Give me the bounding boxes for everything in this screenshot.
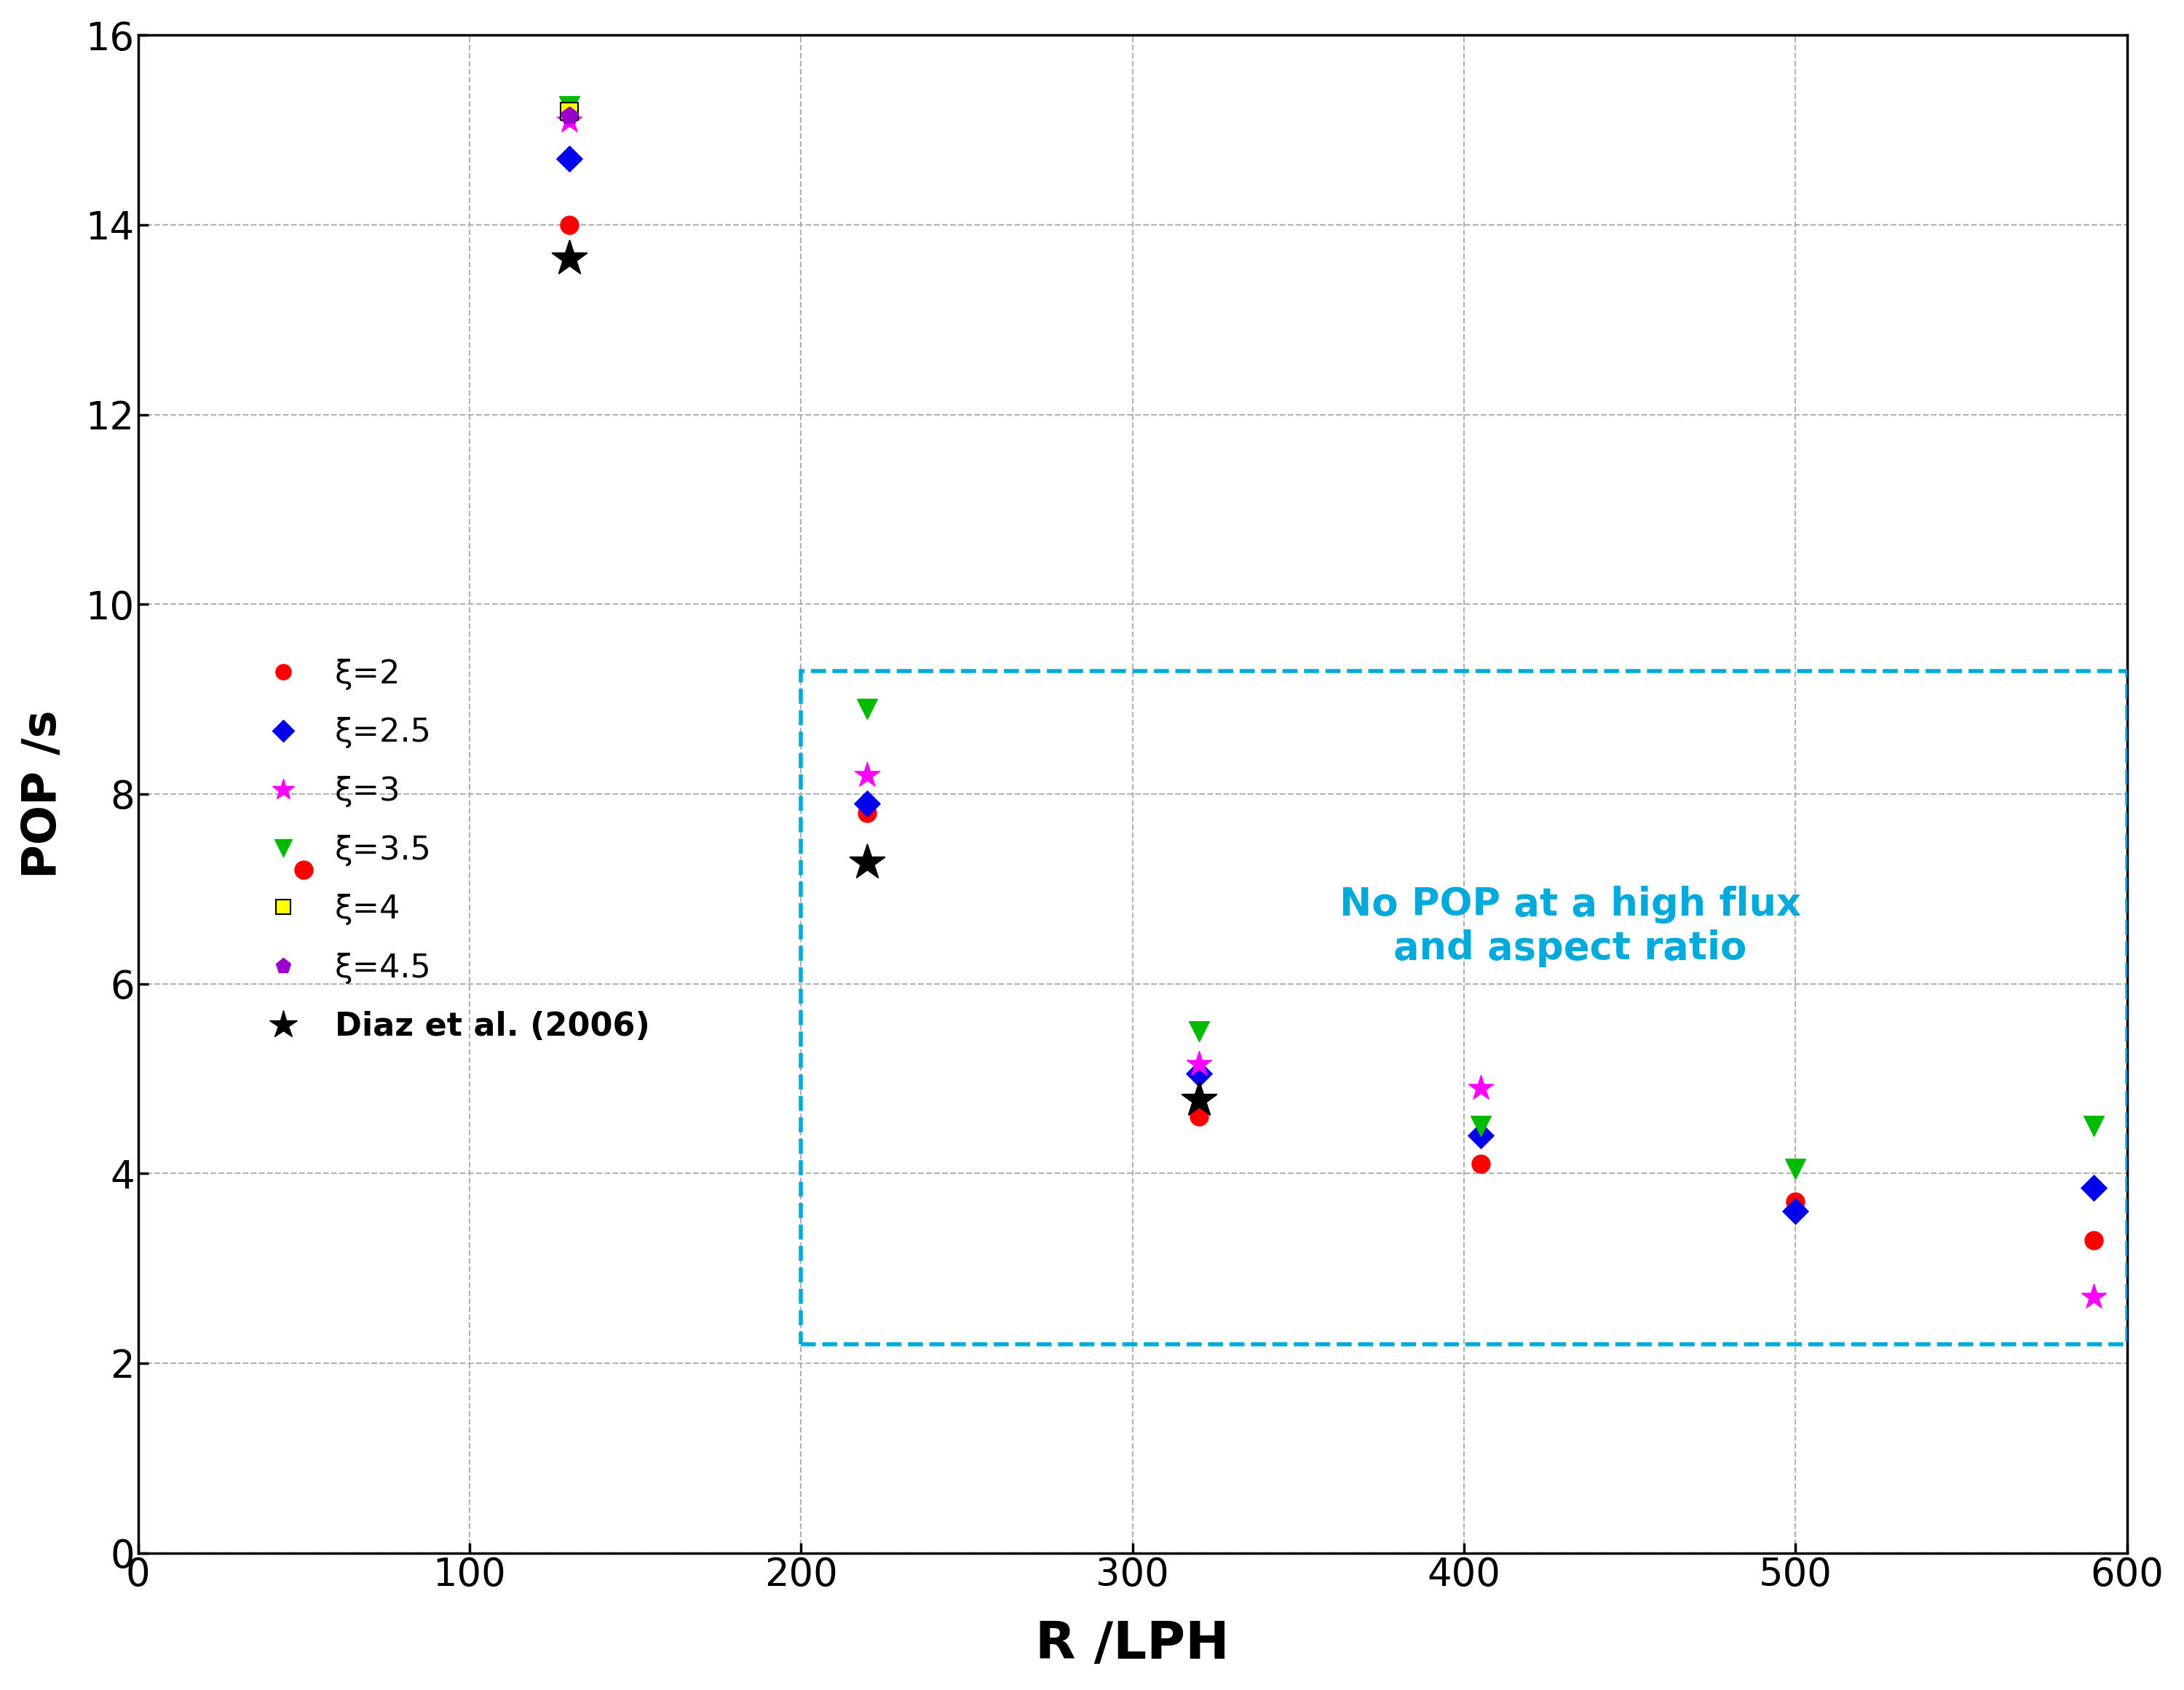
Point bbox=[850, 695, 885, 722]
Point bbox=[1463, 1075, 1498, 1102]
Point bbox=[850, 789, 885, 816]
Point bbox=[1463, 1151, 1498, 1178]
Point bbox=[553, 245, 587, 272]
Point bbox=[2077, 1175, 2112, 1202]
Point bbox=[1182, 1087, 1216, 1114]
Point bbox=[1778, 1188, 1813, 1215]
Y-axis label: POP /s: POP /s bbox=[20, 710, 66, 879]
Point bbox=[553, 211, 587, 238]
Point bbox=[1463, 1122, 1498, 1149]
Point bbox=[850, 848, 885, 875]
Point bbox=[1778, 1198, 1813, 1225]
Point bbox=[553, 106, 587, 134]
Point bbox=[553, 93, 587, 120]
Point bbox=[1182, 1051, 1216, 1078]
Point bbox=[553, 98, 587, 125]
Point bbox=[850, 762, 885, 789]
Text: No POP at a high flux
and aspect ratio: No POP at a high flux and aspect ratio bbox=[1339, 886, 1802, 967]
Point bbox=[1182, 1060, 1216, 1087]
Point bbox=[1182, 1104, 1216, 1131]
Point bbox=[1463, 1112, 1498, 1139]
Point bbox=[1182, 1017, 1216, 1044]
Point bbox=[553, 103, 587, 130]
Point bbox=[553, 145, 587, 172]
Legend: ξ=2, ξ=2.5, ξ=3, ξ=3.5, ξ=4, ξ=4.5, Diaz et al. (2006): ξ=2, ξ=2.5, ξ=3, ξ=3.5, ξ=4, ξ=4.5, Diaz… bbox=[264, 659, 651, 1043]
Point bbox=[286, 857, 321, 884]
Point bbox=[2077, 1283, 2112, 1310]
X-axis label: R /LPH: R /LPH bbox=[1035, 1619, 1230, 1670]
Bar bbox=[802, 671, 2127, 1344]
Point bbox=[2077, 1112, 2112, 1139]
Point bbox=[1778, 1156, 1813, 1183]
Point bbox=[2077, 1227, 2112, 1254]
Point bbox=[850, 799, 885, 826]
